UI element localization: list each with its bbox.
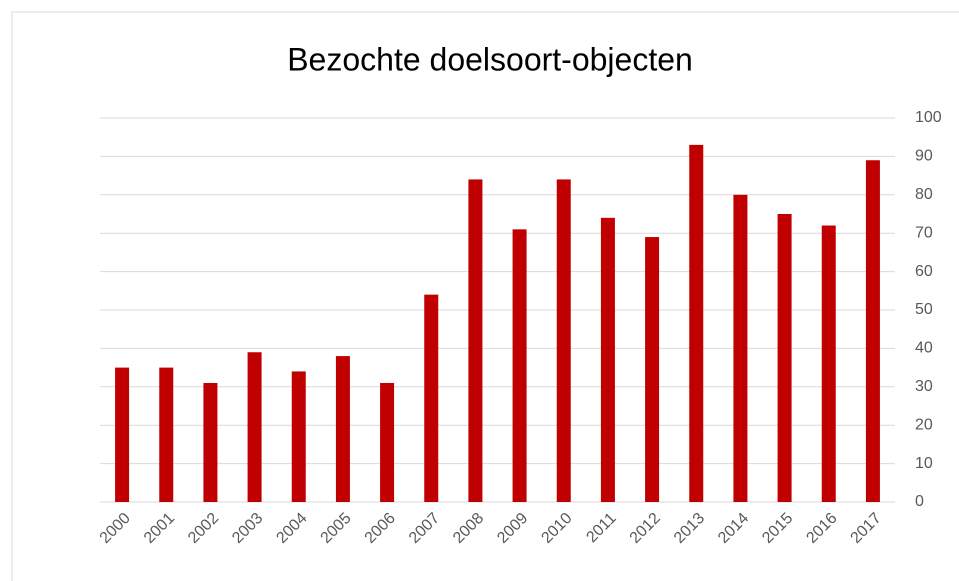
x-tick-label: 2017 <box>848 510 885 547</box>
bar <box>335 356 350 502</box>
chart-title: Bezochte doelsoort-objecten <box>287 41 693 77</box>
x-tick-label: 2010 <box>538 510 575 547</box>
chart-frame <box>11 11 959 581</box>
bar <box>203 382 218 502</box>
y-tick-label: 70 <box>915 224 933 241</box>
x-tick-label: 2008 <box>450 510 487 547</box>
y-tick-label: 40 <box>915 340 933 357</box>
x-tick-label: 2013 <box>671 510 708 547</box>
bar <box>380 382 395 502</box>
bar <box>865 160 880 503</box>
x-tick-label: 2011 <box>583 510 619 546</box>
y-tick-label: 0 <box>915 493 924 510</box>
bar <box>645 237 660 503</box>
bar <box>821 225 836 502</box>
x-tick-label: 2006 <box>362 510 399 547</box>
y-tick-label: 10 <box>915 455 933 472</box>
bar <box>512 229 527 503</box>
y-tick-label: 20 <box>915 416 933 433</box>
x-tick-label: 2016 <box>803 510 840 547</box>
x-tick-label: 2003 <box>229 510 266 547</box>
x-tick-label: 2000 <box>97 510 134 547</box>
x-tick-label: 2014 <box>715 510 752 547</box>
x-tick-label: 2015 <box>759 510 796 547</box>
bar <box>733 194 748 503</box>
bar <box>247 352 262 502</box>
bar <box>468 179 483 502</box>
bar <box>777 214 792 502</box>
bar <box>115 367 130 502</box>
y-tick-label: 30 <box>915 378 933 395</box>
x-tick-label: 2005 <box>318 510 355 547</box>
x-tick-label: 2012 <box>627 510 664 547</box>
y-tick-label: 100 <box>915 109 942 126</box>
y-tick-label: 50 <box>915 301 933 318</box>
y-tick-label: 60 <box>915 263 933 280</box>
bar <box>600 217 615 502</box>
y-tick-label: 90 <box>915 148 933 165</box>
x-tick-label: 2002 <box>185 510 222 547</box>
x-tick-label: 2007 <box>406 510 443 547</box>
y-tick-label: 80 <box>915 186 933 203</box>
bar <box>424 294 439 502</box>
x-tick-label: 2004 <box>273 510 310 547</box>
x-tick-label: 2009 <box>494 510 531 547</box>
bar <box>291 371 306 502</box>
bar <box>556 179 571 502</box>
x-tick-label: 2001 <box>141 510 178 547</box>
bar <box>689 144 704 502</box>
bar <box>159 367 174 502</box>
